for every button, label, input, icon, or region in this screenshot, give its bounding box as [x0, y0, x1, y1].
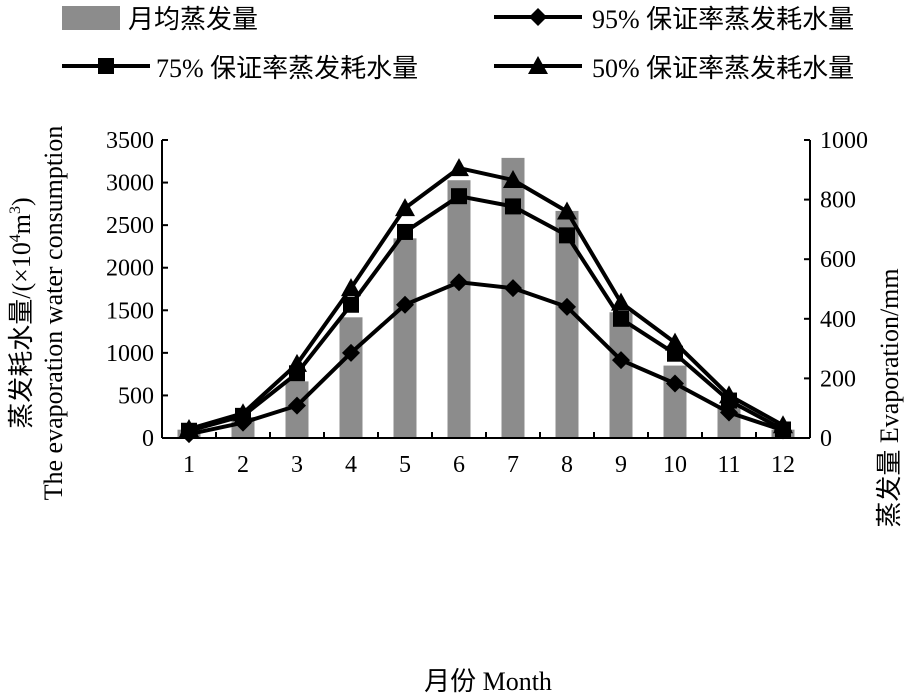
series-1-square-marker-9: [613, 310, 629, 327]
series-2-triangle-marker-9: [611, 292, 631, 311]
series-line-1: [188, 194, 784, 433]
right-tick-label-200: 200: [820, 366, 856, 392]
series-0-diamond-marker-8: [558, 297, 576, 316]
series-2-triangle-marker-2: [233, 403, 253, 422]
series-0-diamond-marker-4: [342, 343, 360, 362]
legend-marker-75-square: [98, 58, 114, 74]
series-line-0: [188, 280, 784, 437]
x-tick-label-6: 6: [453, 452, 465, 478]
series-2-triangle-marker-7: [503, 170, 523, 189]
bar-month-5: [393, 238, 417, 438]
axes: 0 500 1000 1500 2000 2500 3000 3500 0 200 400 600 80…: [106, 128, 868, 478]
series-2-triangle-marker-5: [395, 198, 415, 217]
right-tick-label-400: 400: [820, 307, 856, 333]
series-2-triangle-marker-12: [773, 415, 793, 434]
x-axis-title: 月份 Month: [424, 667, 552, 696]
legend-marker-50-triangle: [528, 56, 548, 74]
line-series-group: [179, 158, 793, 444]
legend-label-95: 95% 保证率蒸发耗水量: [592, 5, 854, 34]
series-2-triangle-marker-8: [557, 201, 577, 220]
legend-label-75: 75% 保证率蒸发耗水量: [156, 54, 418, 83]
x-tick-label-4: 4: [345, 452, 357, 478]
x-tick-label-10: 10: [663, 452, 687, 478]
bar-month-7: [501, 157, 525, 438]
bar-month-4: [339, 317, 363, 438]
x-tick-label-11: 11: [717, 452, 740, 478]
legend-label-bar: 月均蒸发量: [128, 5, 258, 34]
left-axis-title-cn: 蒸发耗水量/(×104m3): [7, 197, 36, 428]
series-0-diamond-marker-7: [504, 279, 522, 298]
x-tick-label-12: 12: [771, 452, 795, 478]
series-2-triangle-marker-10: [665, 332, 685, 351]
right-axis-title: 蒸发量 Evaporation/mm: [875, 268, 904, 527]
x-tick-label-1: 1: [183, 452, 195, 478]
right-tick-label-800: 800: [820, 188, 856, 214]
x-tick-label-2: 2: [237, 452, 249, 478]
bar-month-8: [555, 210, 579, 438]
series-1-square-marker-8: [559, 227, 575, 244]
series-2-triangle-marker-1: [179, 419, 199, 438]
left-axis-title-en: The evaporation water consumption: [39, 126, 68, 501]
x-tick-label-8: 8: [561, 452, 573, 478]
left-tick-label-0: 0: [142, 426, 154, 452]
left-tick-label-1000: 1000: [106, 341, 154, 367]
left-tick-label-2000: 2000: [106, 256, 154, 282]
legend-marker-95-diamond: [529, 8, 547, 26]
legend-label-50: 50% 保证率蒸发耗水量: [592, 54, 854, 83]
x-tick-label-3: 3: [291, 452, 303, 478]
right-tick-label-0: 0: [820, 426, 832, 452]
series-0-diamond-marker-10: [666, 374, 684, 393]
left-tick-label-3500: 3500: [106, 128, 154, 154]
x-tick-label-5: 5: [399, 452, 411, 478]
left-tick-label-500: 500: [118, 383, 154, 409]
right-tick-label-1000: 1000: [820, 128, 868, 154]
series-line-2: [188, 166, 784, 431]
legend: 月均蒸发量 95% 保证率蒸发耗水量 75% 保证率蒸发耗水量 50% 保证率蒸…: [62, 5, 854, 83]
series-0-diamond-marker-6: [450, 273, 468, 292]
x-tick-label-7: 7: [507, 452, 519, 478]
series-2-triangle-marker-11: [719, 385, 739, 404]
left-tick-label-2500: 2500: [106, 213, 154, 239]
series-2-triangle-marker-6: [449, 158, 469, 177]
x-tick-label-9: 9: [615, 452, 627, 478]
series-2-triangle-marker-3: [287, 353, 307, 372]
series-0-diamond-marker-9: [612, 351, 630, 370]
legend-swatch-bar: [62, 6, 120, 30]
right-tick-label-600: 600: [820, 247, 856, 273]
series-2-triangle-marker-4: [341, 278, 361, 297]
left-tick-label-1500: 1500: [106, 298, 154, 324]
bar-month-9: [609, 312, 633, 438]
series-1-square-marker-4: [343, 296, 359, 313]
series-1-square-marker-5: [397, 223, 413, 240]
left-tick-label-3000: 3000: [106, 171, 154, 197]
series-1-square-marker-6: [451, 188, 467, 205]
series-1-square-marker-7: [505, 198, 521, 215]
series-0-diamond-marker-5: [396, 295, 414, 314]
series-0-diamond-marker-3: [288, 396, 306, 415]
bar-month-6: [447, 180, 471, 439]
left-axis-title: 蒸发耗水量/(×104m3) The evaporation water con…: [7, 126, 68, 501]
